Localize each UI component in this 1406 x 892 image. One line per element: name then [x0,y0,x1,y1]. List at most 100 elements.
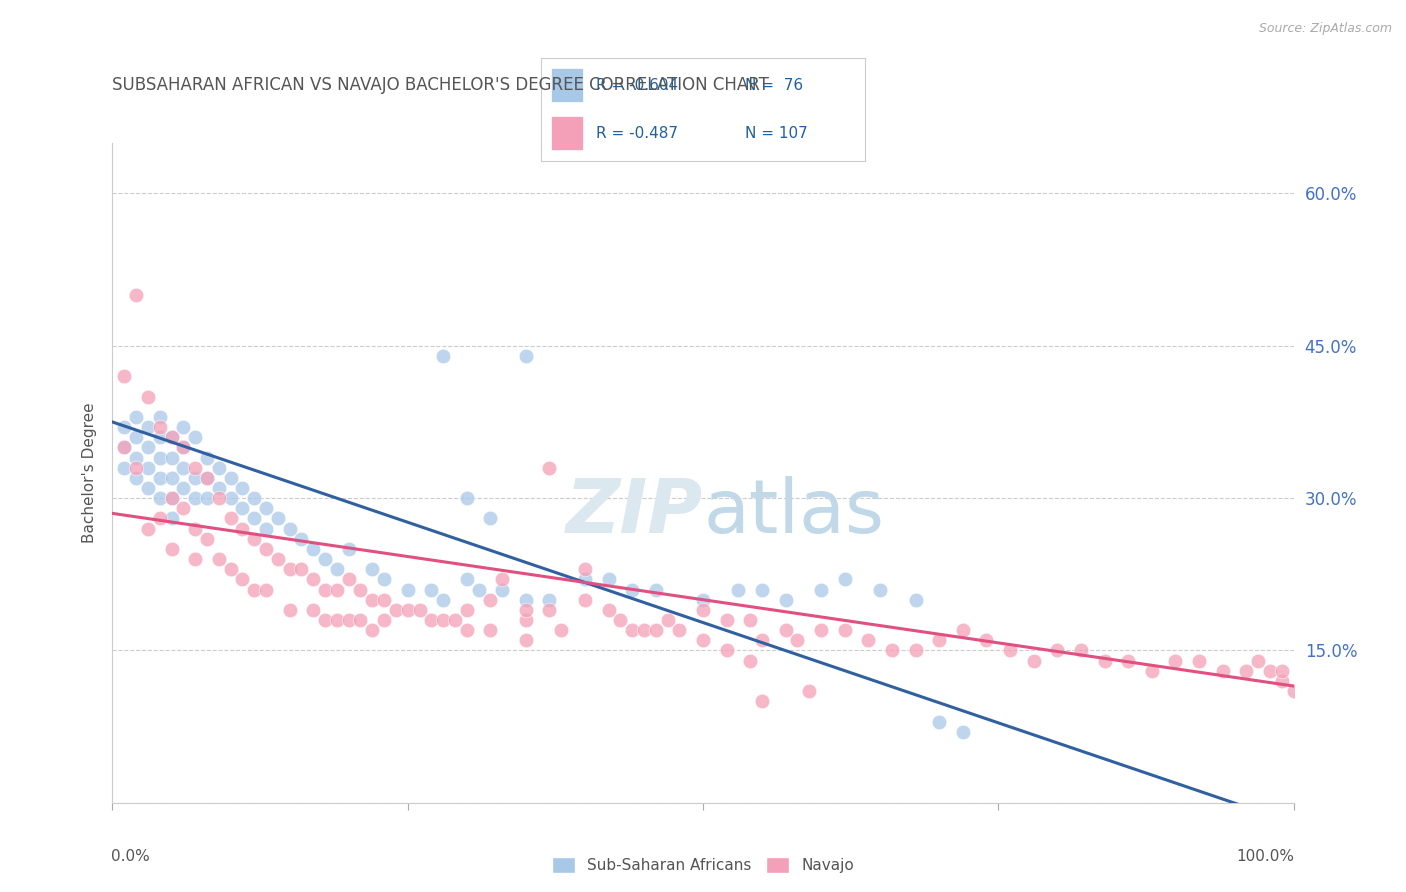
Point [1022,654,1045,668]
Point [538,592,561,607]
Point [1271,673,1294,688]
Point [314,613,336,627]
Point [538,603,561,617]
Point [326,613,349,627]
Text: R = -0.487: R = -0.487 [596,126,678,141]
Point [444,613,467,627]
Point [373,613,395,627]
Point [184,491,207,505]
Point [349,613,371,627]
Point [1258,664,1281,678]
Point [515,349,537,363]
Point [928,633,950,648]
Point [172,501,194,516]
Point [858,633,880,648]
Point [1070,643,1092,657]
Point [219,562,242,576]
Point [195,471,218,485]
Point [278,562,301,576]
Text: ZIP: ZIP [565,475,703,549]
Point [184,522,207,536]
Point [254,582,277,597]
Point [385,603,408,617]
Point [998,643,1021,657]
Point [456,491,478,505]
Point [160,491,183,505]
Point [515,613,537,627]
Point [326,582,349,597]
Point [160,450,183,465]
Point [160,430,183,444]
Point [644,582,666,597]
Point [810,623,832,637]
Point [479,592,502,607]
Point [112,441,135,455]
Point [491,582,513,597]
Text: N = 107: N = 107 [745,126,808,141]
Point [136,441,159,455]
Point [373,573,395,587]
Point [314,552,336,566]
Point [373,592,395,607]
Point [834,623,856,637]
Point [231,522,253,536]
Point [149,491,172,505]
Point [432,349,454,363]
Point [149,471,172,485]
Point [775,592,797,607]
Point [515,592,537,607]
Point [810,582,832,597]
Point [515,603,537,617]
Point [149,430,172,444]
Point [775,623,797,637]
Point [479,623,502,637]
Point [633,623,655,637]
Point [195,491,218,505]
Point [112,441,135,455]
Point [598,603,620,617]
Point [1046,643,1069,657]
Point [231,501,253,516]
Point [254,522,277,536]
Bar [551,117,583,150]
Point [302,603,325,617]
Point [432,592,454,607]
Text: R = -0.604: R = -0.604 [596,78,679,93]
Point [267,552,290,566]
Text: 0.0%: 0.0% [111,849,150,864]
Point [574,592,596,607]
Point [243,582,266,597]
Point [952,724,974,739]
Point [751,694,773,708]
Point [904,592,927,607]
Point [928,714,950,729]
Point [621,623,644,637]
Point [538,460,561,475]
Point [125,288,148,302]
Point [125,409,148,424]
Point [112,420,135,434]
Point [172,460,194,475]
Legend: Sub-Saharan Africans, Navajo: Sub-Saharan Africans, Navajo [544,850,862,881]
Point [751,633,773,648]
Point [1188,654,1211,668]
Point [160,471,183,485]
Point [740,654,762,668]
Point [231,573,253,587]
Point [337,573,360,587]
Point [278,522,301,536]
Point [515,633,537,648]
Point [195,532,218,546]
Point [125,450,148,465]
Point [160,541,183,556]
Point [598,573,620,587]
Point [657,613,679,627]
Point [396,603,419,617]
Point [125,460,148,475]
Point [976,633,998,648]
Point [184,552,207,566]
Point [290,562,312,576]
Point [574,562,596,576]
Point [1271,664,1294,678]
Point [337,613,360,627]
